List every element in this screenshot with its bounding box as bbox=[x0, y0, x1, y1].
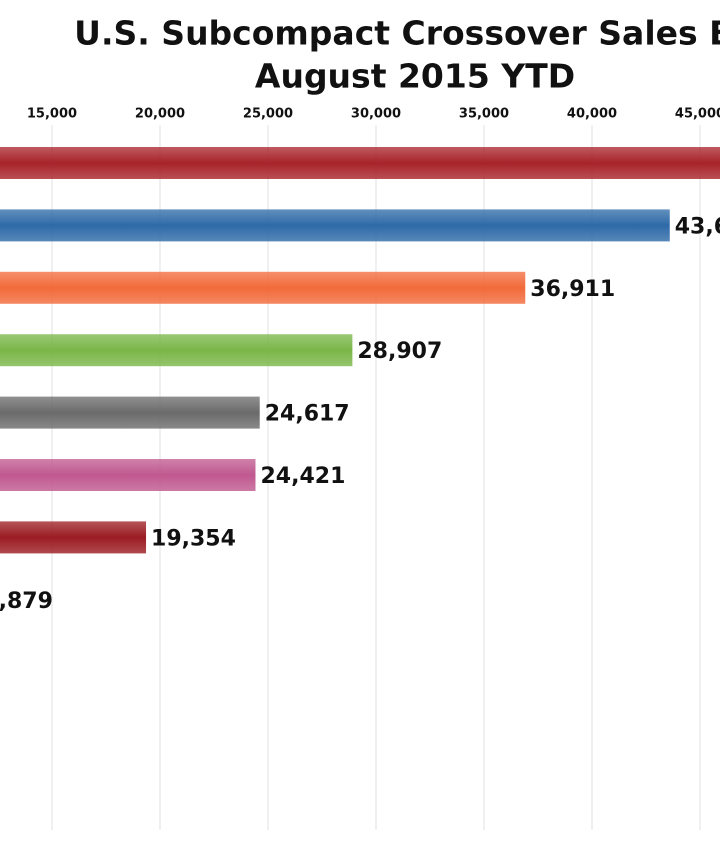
bar bbox=[0, 396, 260, 429]
bar bbox=[0, 459, 256, 491]
value-label: 24,617 bbox=[265, 402, 350, 427]
bar bbox=[0, 334, 353, 367]
value-label: 43,600 bbox=[675, 214, 720, 239]
chart-subtitle: August 2015 YTD bbox=[255, 57, 575, 96]
value-label: 24,421 bbox=[260, 464, 345, 489]
x-tick-label: 20,000 bbox=[135, 107, 185, 122]
value-label: 28,907 bbox=[357, 339, 442, 364]
x-tick-label: 15,000 bbox=[27, 107, 77, 122]
x-tick-label: 30,000 bbox=[351, 107, 401, 122]
bar bbox=[0, 209, 670, 242]
value-label: 36,911 bbox=[530, 277, 615, 302]
x-tick-label: 40,000 bbox=[567, 107, 617, 122]
bar bbox=[0, 271, 526, 304]
chart-title: U.S. Subcompact Crossover Sales By bbox=[74, 14, 720, 53]
bar bbox=[0, 147, 720, 179]
value-label: 10,879 bbox=[0, 589, 53, 614]
x-tick-label: 35,000 bbox=[459, 107, 509, 122]
x-tick-label: 25,000 bbox=[243, 107, 293, 122]
value-label: 19,354 bbox=[151, 526, 236, 551]
bar bbox=[0, 521, 147, 554]
x-tick-label: 45,000 bbox=[675, 107, 720, 122]
